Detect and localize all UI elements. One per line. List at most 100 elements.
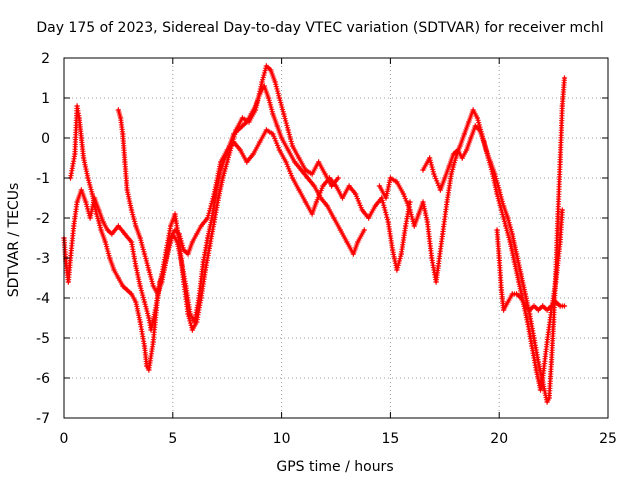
data-point (71, 223, 77, 229)
data-point (446, 163, 452, 169)
data-point (74, 199, 80, 205)
data-point (102, 239, 108, 245)
data-point (514, 251, 520, 257)
x-tick-label: 25 (599, 431, 617, 447)
data-point (331, 215, 337, 221)
data-point (211, 191, 217, 197)
data-point (133, 223, 139, 229)
data-point (281, 111, 287, 117)
data-point (424, 219, 430, 225)
data-point (185, 311, 191, 317)
data-point (181, 247, 187, 253)
data-point (194, 231, 200, 237)
data-point (65, 279, 71, 285)
data-point (359, 207, 365, 213)
data-point (390, 247, 396, 253)
data-point (448, 171, 454, 177)
data-point (324, 203, 330, 209)
data-point (514, 291, 520, 297)
data-point (326, 175, 333, 181)
data-point (466, 119, 472, 125)
data-point (270, 131, 276, 137)
data-point (231, 139, 237, 145)
data-point (494, 227, 500, 233)
data-point (120, 283, 126, 289)
data-point (533, 367, 539, 373)
data-point (150, 339, 156, 345)
data-point (172, 227, 178, 233)
y-tick-label: -5 (36, 331, 50, 347)
data-point (507, 239, 513, 245)
data-point (261, 83, 267, 89)
data-point (285, 147, 291, 153)
data-point (200, 259, 206, 265)
data-point (205, 235, 211, 241)
data-point (137, 235, 143, 241)
data-point (481, 139, 487, 145)
data-point (115, 107, 121, 113)
y-tick-label: -6 (36, 371, 50, 387)
data-point (309, 171, 315, 177)
data-point (464, 147, 470, 153)
data-point (104, 227, 111, 233)
series-c (115, 107, 413, 297)
data-point (501, 307, 507, 313)
data-point (218, 159, 224, 165)
data-point (211, 219, 217, 225)
data-point (407, 207, 413, 213)
data-point (289, 175, 296, 181)
data-point (270, 111, 276, 117)
data-point (335, 175, 341, 181)
data-point (146, 267, 152, 273)
data-point (437, 187, 443, 193)
data-point (457, 143, 463, 149)
data-point (535, 307, 541, 313)
data-point (366, 215, 372, 221)
data-point (485, 155, 491, 161)
x-tick-label: 0 (60, 431, 69, 447)
data-point (302, 199, 309, 205)
data-point (548, 359, 554, 365)
data-point (313, 199, 319, 205)
data-point (468, 135, 474, 141)
data-point (420, 167, 426, 173)
data-point (141, 343, 148, 349)
data-point (239, 115, 245, 121)
data-point (207, 243, 213, 249)
data-point (85, 175, 91, 181)
data-point (546, 395, 552, 401)
data-point (87, 215, 93, 221)
data-point (398, 251, 404, 257)
data-point (124, 187, 130, 193)
data-point (535, 359, 541, 365)
y-tick-label: -4 (36, 291, 50, 307)
data-point (561, 303, 568, 309)
data-point (403, 223, 409, 229)
data-point (548, 303, 554, 309)
data-point (505, 215, 511, 221)
data-point (118, 115, 124, 121)
data-point (109, 231, 115, 237)
data-point (516, 279, 522, 285)
data-point (420, 199, 426, 205)
data-point (276, 147, 282, 153)
x-axis-label: GPS time / hours (276, 459, 393, 475)
series-markers (61, 83, 366, 333)
data-point (146, 367, 152, 373)
data-point (544, 339, 550, 345)
data-point (531, 335, 537, 341)
data-point (257, 139, 263, 145)
data-point (459, 155, 465, 161)
data-point (498, 207, 504, 213)
data-point (215, 195, 222, 201)
data-point (74, 103, 80, 109)
data-point (431, 171, 437, 177)
data-point (168, 223, 174, 229)
plot-area (61, 63, 568, 405)
data-point (189, 239, 195, 245)
data-point (120, 131, 126, 137)
data-point (141, 251, 148, 257)
data-point (346, 183, 352, 189)
data-point (411, 223, 417, 229)
